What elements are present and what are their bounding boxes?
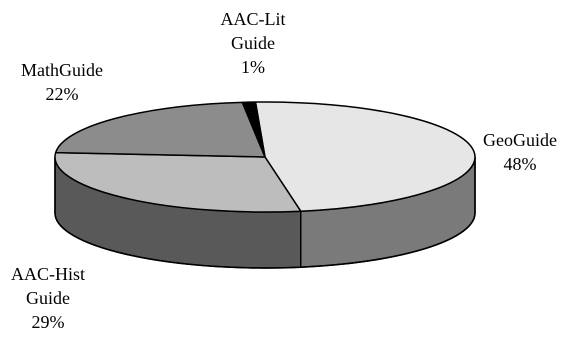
pie-tops [54,101,476,213]
slice-label-line: 1% [241,57,265,77]
pie-slice-aac-hist-guide [54,151,302,213]
slice-label-line: Guide [26,288,70,308]
slice-label-line: AAC-Lit [221,9,286,29]
pie-labels: GeoGuide 48% AAC-Hist Guide 29% MathGuide 22% A… [11,9,557,332]
pie-slice-geoguide [254,101,476,212]
slice-label-line: GeoGuide [483,130,557,150]
slice-label-line: 48% [504,154,537,174]
slice-label-line: AAC-Hist [11,264,85,284]
slice-label-mathguide: MathGuide 22% [21,60,103,104]
pie-rim-outline [54,157,476,269]
slice-label-geoguide: GeoGuide 48% [483,130,557,174]
pie-slice-mathguide [54,101,266,158]
slice-label-line: 22% [46,84,79,104]
slice-label-aac-lit-guide: AAC-Lit Guide 1% [221,9,286,77]
slice-label-line: Guide [231,33,275,53]
slice-label-aac-hist-guide: AAC-Hist Guide 29% [11,264,85,332]
slice-label-line: MathGuide [21,60,103,80]
pie-slice-aac-lit-guide [241,101,266,158]
slice-label-line: 29% [32,312,65,332]
